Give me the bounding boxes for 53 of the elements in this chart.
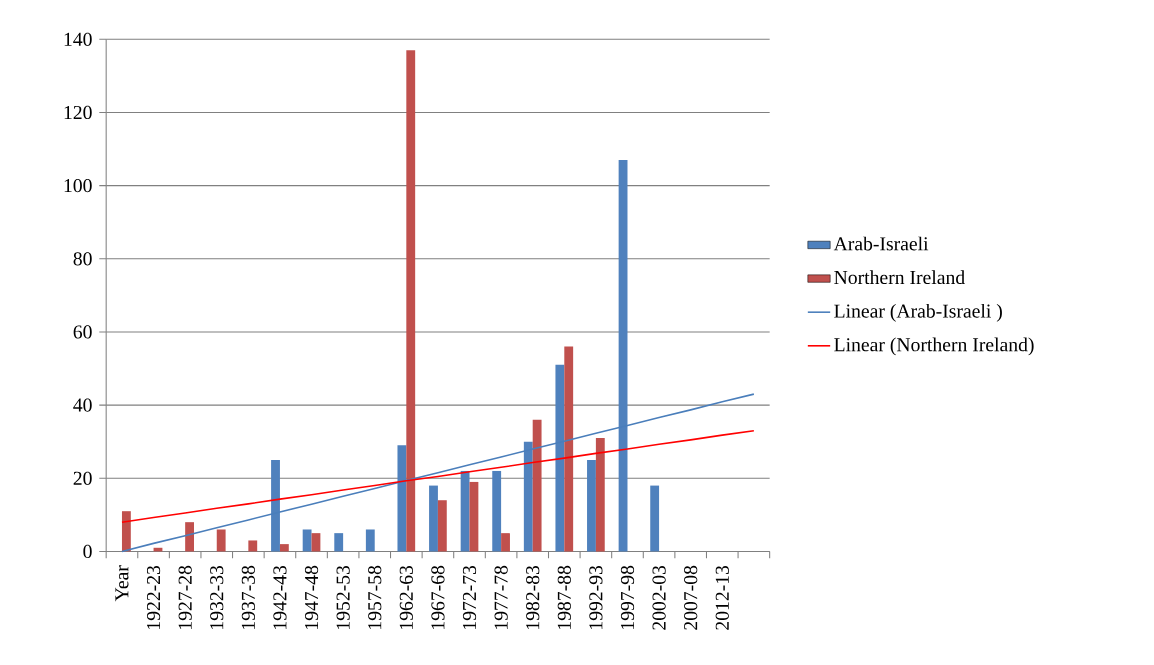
y-tick-label: 60 (73, 325, 92, 339)
bar (532, 419, 542, 552)
x-tick-label: 1922-23 (146, 565, 161, 629)
x-tick-label: 1967-68 (431, 565, 445, 629)
x-tick-label: 1997-98 (620, 565, 635, 629)
x-tick-label: Year (115, 565, 129, 601)
bar (302, 529, 312, 552)
bar (121, 510, 131, 552)
bar (437, 500, 447, 552)
y-tick-label: 40 (73, 398, 92, 412)
x-tick-label: 1962-63 (399, 565, 413, 629)
x-tick-label: 1977-78 (494, 565, 508, 629)
y-tick-label: 20 (73, 471, 92, 485)
x-tick-label: 1952-53 (336, 565, 350, 629)
legend-label: Northern Ireland (834, 270, 965, 284)
bar (406, 50, 416, 552)
x-tick-label: 1942-43 (273, 565, 287, 629)
bar (279, 543, 289, 552)
bar (460, 470, 470, 552)
bar (564, 346, 574, 552)
bar (334, 532, 344, 552)
y-tick-label: 80 (73, 251, 92, 266)
bar (365, 529, 375, 552)
y-tick-label: 100 (64, 178, 92, 193)
legend-label: Arab-Israeli (833, 236, 929, 251)
bar (587, 459, 596, 552)
x-tick-label: 1947-48 (304, 565, 319, 629)
x-tick-label: 2007-08 (684, 565, 698, 630)
bar (501, 532, 510, 552)
x-tick-label: 1957-58 (368, 565, 382, 629)
x-tick-label: 1992-93 (589, 565, 603, 629)
bar (492, 470, 502, 552)
x-tick-label: 1937-38 (241, 565, 255, 629)
legend-label: Linear (Northern Ireland) (834, 337, 1034, 356)
bar (650, 485, 660, 552)
y-tick-label: 120 (64, 105, 92, 119)
y-tick-label: 0 (83, 544, 92, 558)
bar (248, 540, 258, 552)
x-tick-label: 1982-83 (526, 565, 540, 629)
bar (216, 529, 226, 552)
bar (429, 485, 438, 552)
bar (595, 437, 605, 552)
x-tick-label: 1972-73 (462, 565, 477, 629)
x-tick-label: 1932-33 (210, 565, 224, 629)
x-tick-label: 1927-28 (178, 565, 192, 629)
legend-label: Linear (Arab-Israeli ) (834, 303, 1002, 322)
bar (185, 521, 194, 552)
x-tick-label: 2002-03 (652, 565, 666, 630)
line-series (121, 429, 755, 523)
x-tick-label: 2012-13 (715, 565, 729, 630)
y-tick-label: 140 (64, 32, 92, 46)
x-tick-label: 1987-88 (557, 565, 571, 629)
bar (469, 481, 479, 552)
